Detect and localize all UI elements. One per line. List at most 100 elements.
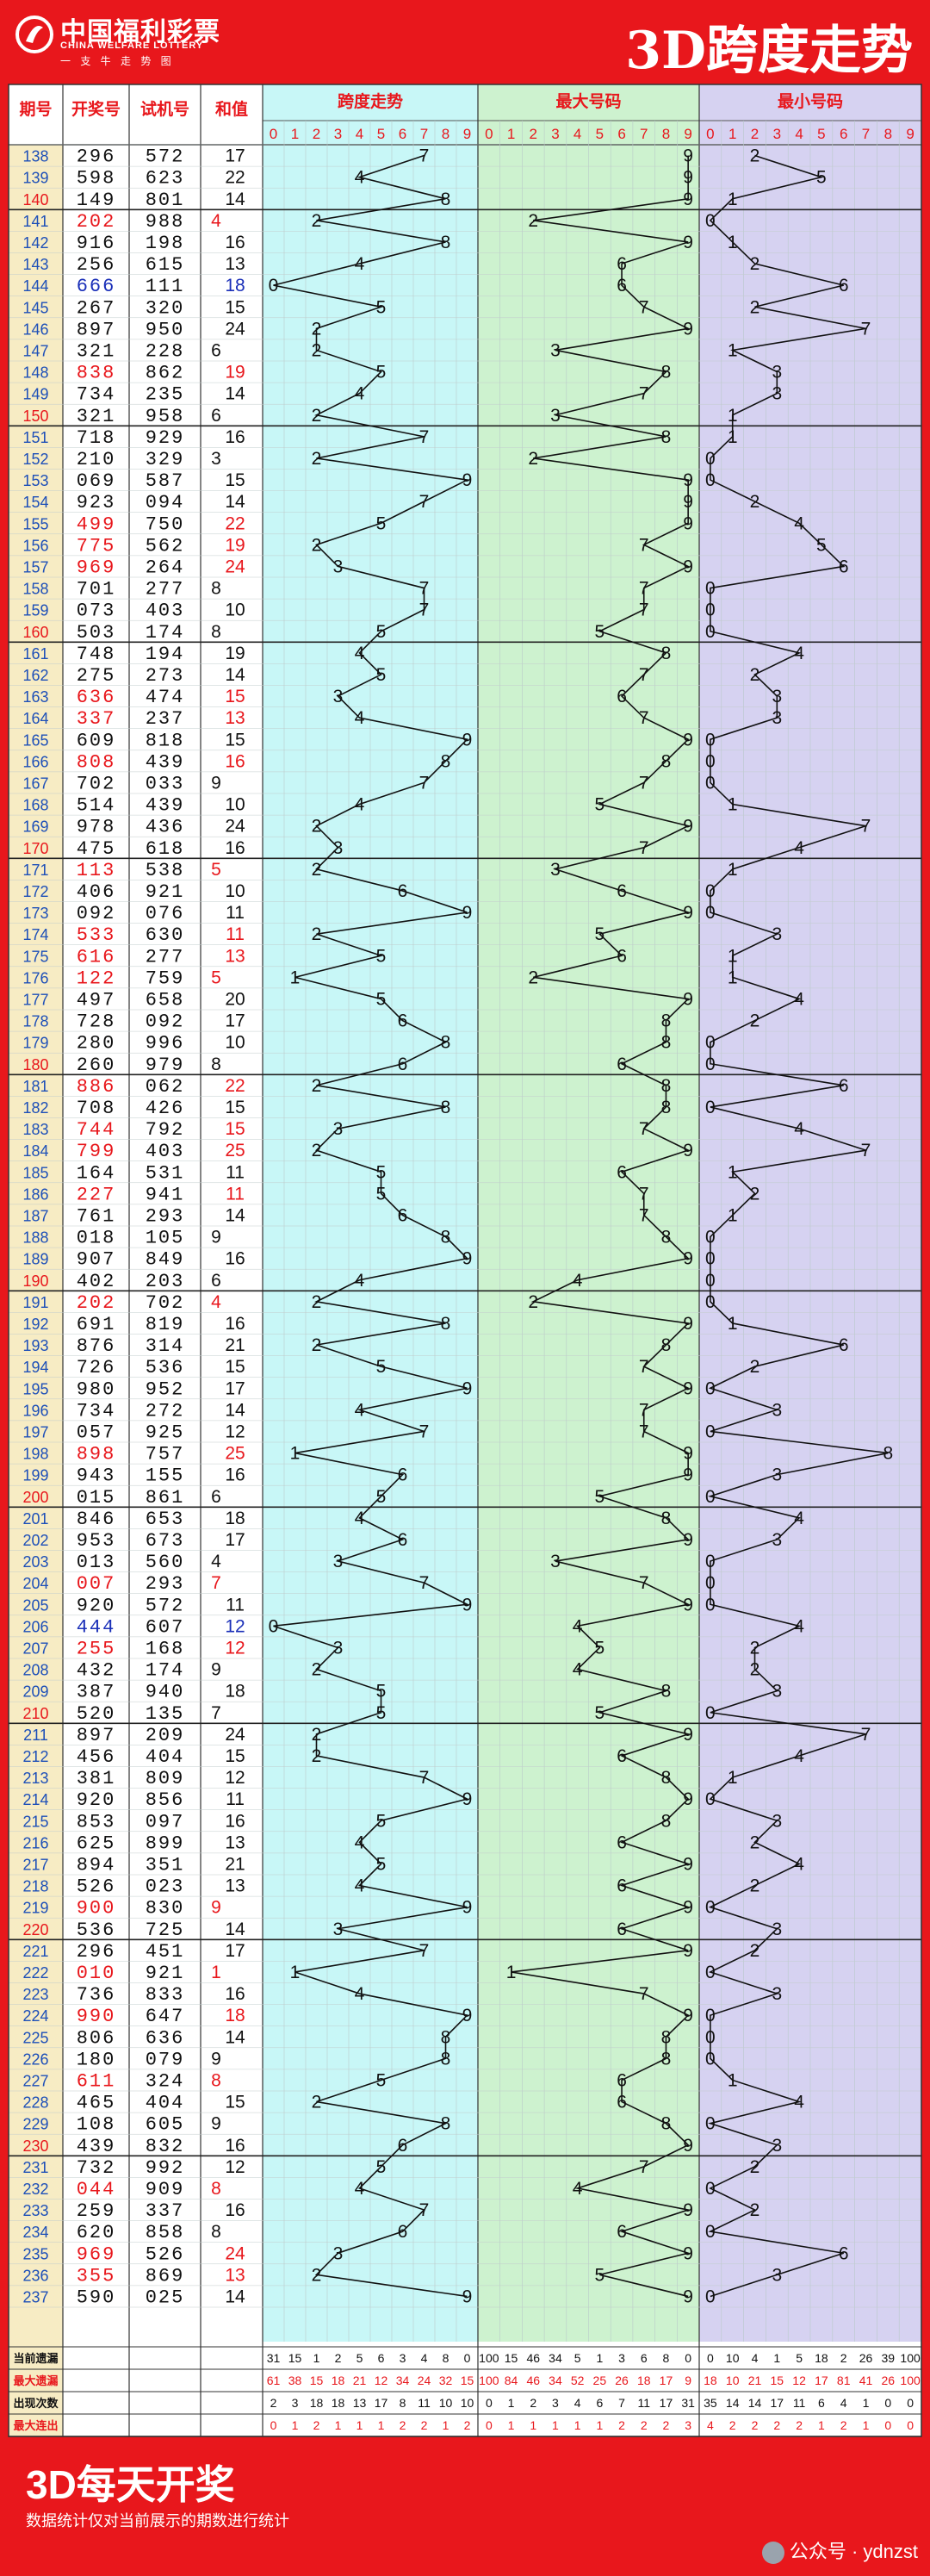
row-trial-number: 869: [146, 2265, 185, 2287]
min-point-label: 0: [705, 2179, 716, 2199]
max-point-label: 7: [639, 773, 649, 793]
max-point-label: 6: [617, 1876, 627, 1896]
row-issue: 200: [22, 1489, 48, 1506]
min-point-label: 2: [750, 1832, 760, 1852]
span-point-label: 2: [312, 1076, 322, 1096]
row-draw-number: 013: [77, 1552, 116, 1573]
header-digit: 4: [356, 126, 363, 142]
header-digit: 3: [334, 126, 342, 142]
row-trial-number: 636: [146, 2027, 185, 2049]
min-point-label: 0: [705, 1033, 716, 1053]
min-point-label: 0: [705, 1573, 716, 1593]
header-digit: 8: [662, 126, 670, 142]
stat-value: 1: [292, 2418, 299, 2432]
row-draw-number: 900: [77, 1898, 116, 1920]
row-issue: 223: [22, 1986, 48, 2003]
row-draw-number: 744: [77, 1119, 116, 1141]
stat-value: 11: [793, 2396, 806, 2410]
row-draw-number: 337: [77, 708, 116, 730]
max-point-label: 6: [617, 2222, 627, 2242]
row-sum: 21: [225, 1335, 245, 1355]
row-sum: 14: [225, 2287, 245, 2306]
header-digit: 5: [817, 126, 825, 142]
min-point-label: 1: [728, 1162, 738, 1182]
row-trial-number: 094: [146, 492, 185, 513]
max-point-label: 7: [639, 838, 649, 858]
stat-value: 46: [526, 2351, 540, 2365]
max-point-label: 9: [683, 817, 693, 837]
max-point-label: 9: [683, 1898, 693, 1918]
row-issue: 181: [22, 1078, 48, 1095]
row-issue: 228: [22, 2094, 48, 2112]
stat-value: 2: [335, 2351, 342, 2365]
max-point-label: 4: [573, 1660, 583, 1680]
max-point-label: 4: [573, 1271, 583, 1291]
row-draw-number: 598: [77, 168, 116, 190]
row-issue: 163: [22, 688, 48, 706]
min-point-label: 2: [750, 1011, 760, 1031]
row-draw-number: 702: [77, 773, 116, 794]
max-point-label: 8: [661, 1682, 672, 1702]
span-point-label: 1: [290, 968, 301, 987]
row-draw-number: 456: [77, 1746, 116, 1768]
row-issue: 221: [22, 1943, 48, 1960]
header-digit: 3: [551, 126, 559, 142]
row-issue: 159: [22, 602, 48, 619]
row-issue: 235: [22, 2245, 48, 2262]
max-trend-line: [511, 155, 691, 2298]
row-issue: 206: [22, 1618, 48, 1635]
row-issue: 144: [22, 277, 48, 295]
span-point-label: 5: [376, 1487, 387, 1507]
row-sum: 9: [211, 773, 221, 793]
min-point-label: 0: [705, 881, 716, 901]
stat-value: 10: [439, 2396, 453, 2410]
span-point-label: 5: [376, 297, 387, 317]
max-point-label: 6: [617, 276, 627, 296]
span-trend-line: [273, 154, 470, 2298]
row-draw-number: 255: [77, 1638, 116, 1659]
stat-value: 4: [707, 2418, 714, 2432]
row-issue: 210: [22, 1705, 48, 1722]
row-trial-number: 861: [146, 1487, 185, 1509]
span-point-label: 5: [376, 1184, 387, 1204]
row-issue: 172: [22, 883, 48, 900]
stat-value: 21: [353, 2374, 367, 2387]
row-draw-number: 609: [77, 730, 116, 751]
min-point-label: 4: [794, 838, 804, 858]
row-trial-number: 351: [146, 1854, 185, 1876]
min-point-label: 4: [794, 989, 804, 1009]
row-sum: 11: [226, 1162, 245, 1182]
stat-value: 25: [593, 2374, 607, 2387]
min-point-label: 7: [861, 817, 871, 837]
stat-value: 100: [479, 2374, 499, 2387]
min-point-label: 1: [728, 190, 738, 209]
max-point-label: 9: [683, 1378, 693, 1398]
span-point-label: 6: [398, 881, 408, 901]
row-trial-number: 403: [146, 1141, 185, 1162]
row-issue: 178: [22, 1013, 48, 1030]
span-point-label: 4: [355, 168, 365, 188]
row-draw-number: 069: [77, 470, 116, 492]
row-draw-number: 503: [77, 622, 116, 644]
span-point-label: 2: [312, 406, 322, 426]
max-point-label: 4: [573, 2179, 583, 2199]
row-sum: 4: [211, 1552, 221, 1571]
stat-value: 18: [815, 2351, 828, 2365]
min-point-label: 1: [728, 1314, 738, 1334]
row-issue: 236: [22, 2267, 48, 2284]
min-point-label: 8: [883, 1444, 893, 1464]
row-draw-number: 406: [77, 881, 116, 903]
min-point-label: 4: [794, 2093, 804, 2112]
span-point-label: 2: [312, 2265, 322, 2285]
max-point-label: 9: [683, 1941, 693, 1961]
row-draw-number: 475: [77, 838, 116, 860]
row-draw-number: 969: [77, 557, 116, 578]
row-trial-number: 474: [146, 687, 185, 708]
max-point-label: 5: [595, 795, 605, 815]
stat-value: 100: [900, 2351, 921, 2365]
stat-value: 34: [549, 2374, 562, 2387]
row-trial-number: 403: [146, 600, 185, 622]
span-point-label: 8: [441, 2114, 451, 2134]
row-issue: 185: [22, 1164, 48, 1181]
row-trial-number: 988: [146, 211, 185, 233]
